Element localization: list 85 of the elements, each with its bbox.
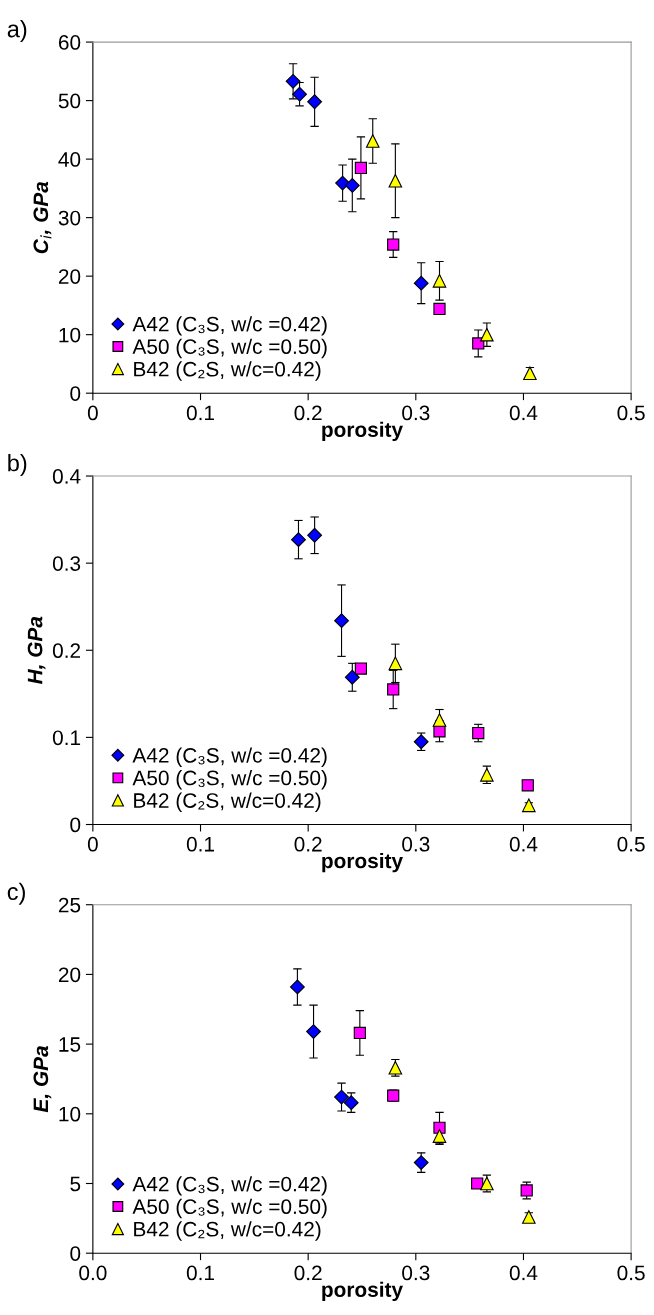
y-tick-label: 20 xyxy=(58,967,81,983)
text: a) xyxy=(7,20,27,43)
x-axis-title: porosity xyxy=(322,852,403,873)
point xyxy=(388,656,403,671)
y-tick-label: 0.3 xyxy=(52,556,81,571)
text: b) xyxy=(8,454,27,477)
legend-label: A50 (C₃S, w/c =0.50) xyxy=(132,1198,327,1219)
x-tick-label: 0.5 xyxy=(617,1265,645,1281)
x-tick-label: 0 xyxy=(87,405,98,421)
legend-label: A50 (C₃S, w/c =0.50) xyxy=(132,770,327,790)
y-tick-label: 30 xyxy=(58,210,81,226)
point xyxy=(365,134,380,148)
point xyxy=(433,725,446,738)
y-tick-label: 50 xyxy=(58,93,81,109)
legend-label: A42 (C₃S, w/c =0.42) xyxy=(132,1176,327,1196)
y-tick-label: 0 xyxy=(70,817,81,833)
x-tick-label: 0.2 xyxy=(294,836,322,852)
y-tick-label: 10 xyxy=(59,1106,81,1122)
point xyxy=(334,613,349,629)
x-tick-label: 0.2 xyxy=(294,405,322,421)
x-tick-label: 0.0 xyxy=(79,1265,107,1281)
x-tick-label: 0 xyxy=(87,836,98,852)
point xyxy=(292,86,307,102)
x-tick-label: 0.3 xyxy=(402,1265,430,1281)
y-tick-label: 10 xyxy=(59,327,81,343)
y-tick-label: 0.1 xyxy=(52,730,81,746)
point xyxy=(334,1089,349,1105)
x-tick-label: 0.5 xyxy=(617,836,645,852)
x-tick-label: 0.2 xyxy=(294,1265,322,1281)
point xyxy=(354,161,368,175)
x-axis-title: porosity xyxy=(322,1281,403,1302)
x-tick-label: 0.1 xyxy=(186,836,214,852)
legend-label: B42 (C₂S, w/c=0.42) xyxy=(134,1221,321,1241)
point xyxy=(433,302,446,316)
point xyxy=(480,327,494,342)
legend-label: A50 (C₃S, w/c =0.50) xyxy=(132,338,327,359)
point xyxy=(433,1121,446,1134)
x-tick-label: 0.4 xyxy=(509,405,538,421)
y-tick-label: 20 xyxy=(58,269,81,284)
point xyxy=(289,979,305,995)
x-tick-label: 0.3 xyxy=(402,836,430,852)
point xyxy=(471,1177,484,1190)
y-tick-label: 5 xyxy=(70,1176,81,1192)
point xyxy=(285,73,301,89)
legend-label: B42 (C₂S, w/c=0.42) xyxy=(134,792,321,812)
y-tick-label: 0 xyxy=(70,1246,81,1261)
x-tick-label: 0.4 xyxy=(509,836,538,852)
point xyxy=(432,274,447,288)
point xyxy=(521,779,534,792)
y-tick-label: 40 xyxy=(58,152,81,167)
y-axis-title: C$_{i}$, GPa xyxy=(33,181,52,254)
point xyxy=(387,683,400,696)
point xyxy=(522,1210,536,1224)
point xyxy=(344,669,360,685)
legend-label: A42 (C₃S, w/c =0.42) xyxy=(132,747,327,767)
point xyxy=(522,798,536,813)
y-tick-label: 0.4 xyxy=(52,469,81,484)
point xyxy=(387,238,400,251)
y-tick-label: 15 xyxy=(59,1037,81,1052)
x-axis-title: porosity xyxy=(322,421,403,442)
point xyxy=(472,337,485,350)
y-tick-label: 25 xyxy=(58,897,81,913)
text: c) xyxy=(7,882,25,905)
x-tick-label: 0.5 xyxy=(617,405,645,421)
y-axis-title: H, GPa xyxy=(27,616,46,685)
point xyxy=(344,178,360,193)
y-tick-label: 60 xyxy=(58,35,81,50)
legend-label: A42 (C₃S, w/c =0.42) xyxy=(132,316,327,336)
point xyxy=(413,275,429,291)
legend-label: B42 (C₂S, w/c=0.42) xyxy=(134,361,321,381)
point xyxy=(307,527,323,543)
y-tick-label: 0 xyxy=(70,386,81,401)
x-tick-label: 0.4 xyxy=(509,1265,538,1281)
point xyxy=(291,532,306,548)
point xyxy=(388,173,403,188)
point xyxy=(306,1024,321,1039)
y-tick-label: 0.2 xyxy=(52,643,81,659)
point xyxy=(307,94,323,110)
x-tick-label: 0.1 xyxy=(186,1265,214,1281)
y-axis-title: E, GPa xyxy=(33,1045,52,1113)
point xyxy=(354,662,368,675)
x-tick-label: 0.1 xyxy=(186,405,214,421)
point xyxy=(432,713,447,727)
point xyxy=(353,1026,366,1040)
x-tick-label: 0.3 xyxy=(402,405,430,421)
